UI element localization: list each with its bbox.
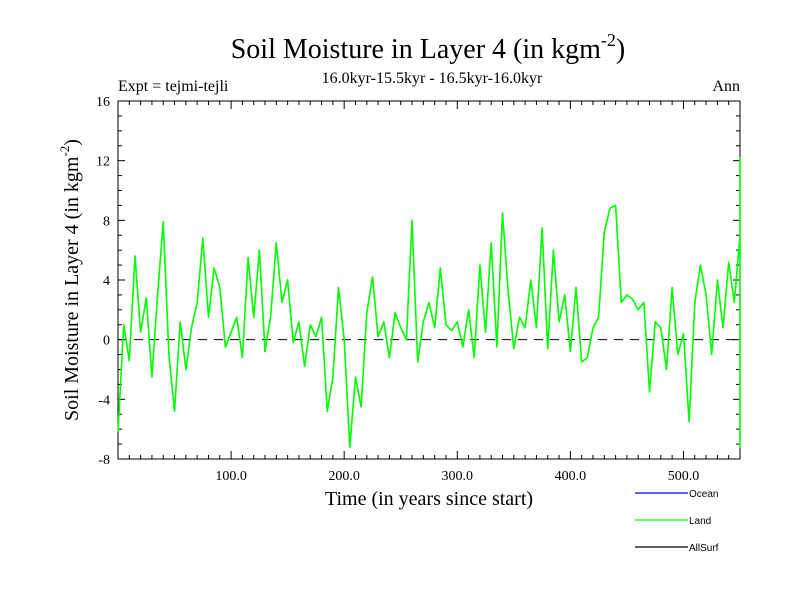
x-tick-label: 500.0 (668, 469, 700, 484)
legend-label-ocean: Ocean (689, 489, 718, 500)
y-tick-label: 8 (103, 214, 110, 229)
y-tick-label: 16 (96, 95, 110, 110)
x-axis-ticks: 100.0 200.0 300.0 400.0 500.0 (128, 101, 730, 484)
y-tick-label: 0 (103, 334, 110, 349)
x-tick-label: 200.0 (328, 469, 360, 484)
plot-frame (117, 100, 741, 460)
y-tick-label: 4 (103, 274, 110, 289)
chart-subtitle: 16.0kyr-15.5kyr - 16.5kyr-16.0kyr (322, 70, 543, 87)
y-axis-label: Soil Moisture in Layer 4 (in kgm-2) (57, 139, 83, 421)
x-axis-label: Time (in years since start) (325, 488, 533, 510)
legend: Ocean Land AllSurf (635, 489, 719, 554)
series-group (117, 156, 741, 448)
legend-label-allsurf: AllSurf (689, 543, 719, 554)
season-label: Ann (712, 78, 740, 95)
x-tick-label: 300.0 (442, 469, 474, 484)
legend-label-land: Land (689, 516, 711, 527)
x-tick-label: 400.0 (555, 469, 587, 484)
y-tick-label: -4 (98, 393, 110, 408)
y-axis-ticks: -8 -4 0 4 8 12 16 (96, 95, 740, 468)
series-line-land (117, 156, 741, 448)
x-tick-label: 100.0 (215, 469, 247, 484)
plot-area: -8 -4 0 4 8 12 16 100.0 200.0 300.0 400.0 500.0 (96, 95, 741, 484)
y-tick-label: -8 (98, 453, 110, 468)
chart-title: Soil Moisture in Layer 4 (in kgm-2) (231, 30, 626, 65)
y-tick-label: 12 (96, 155, 110, 170)
expt-label: Expt = tejmi-tejli (118, 78, 229, 95)
